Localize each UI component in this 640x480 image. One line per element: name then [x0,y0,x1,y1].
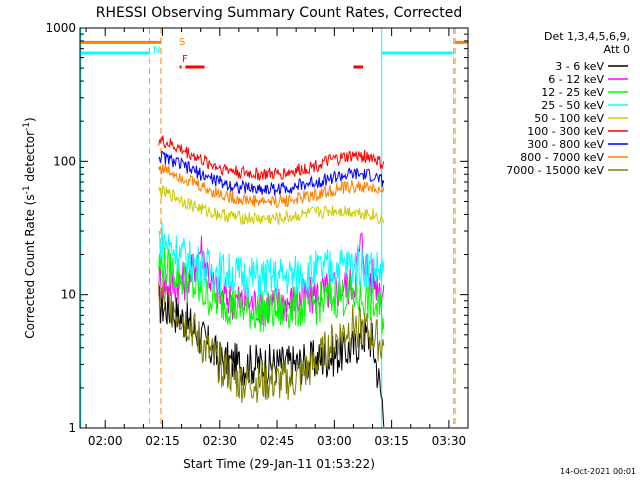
y-tick-label: 1 [68,421,76,435]
footer-date: 14-Oct-2021 00:01 [560,467,636,476]
series-line [158,163,385,209]
legend-label: 300 - 800 keV [527,138,604,151]
marker-n: N [153,45,160,56]
marker-s: S [179,37,185,48]
legend-label: 100 - 300 keV [527,125,604,138]
plot-frame [79,27,469,429]
legend-label: 800 - 7000 keV [520,151,604,164]
legend-header-2: Att 0 [604,43,630,56]
y-tick-label: 10 [61,288,76,302]
x-ticks: 02:00 02:15 02:30 02:45 03:00 03:15 03:30 [85,28,469,448]
series-line [158,222,385,298]
y-axis-label: Corrected Count Rate (s-1 detector-1) [22,117,37,338]
x-tick-label: 02:45 [260,434,295,448]
legend-label: 6 - 12 keV [548,73,604,86]
series-line [158,150,385,196]
series-line [158,247,385,334]
series-line [158,282,385,403]
x-tick-label: 03:15 [374,434,409,448]
x-tick-label: 02:15 [145,434,180,448]
series-line [158,285,385,427]
x-axis-label: Start Time (29-Jan-11 01:53:22) [183,457,375,471]
legend-header-1: Det 1,3,4,5,6,9, [544,30,630,43]
x-tick-label: 03:00 [317,434,352,448]
x-tick-label: 02:00 [88,434,123,448]
marker-f: F [182,54,188,65]
legend-label: 3 - 6 keV [555,60,604,73]
legend-label: 12 - 25 keV [541,86,604,99]
x-tick-label: 03:30 [432,434,467,448]
plot-area [80,28,468,428]
legend-label: 50 - 100 keV [534,112,604,125]
y-ticks: 1 10 100 1000 [45,21,468,435]
y-tick-label: 100 [53,154,76,168]
legend-label: 7000 - 15000 keV [506,164,604,177]
series-line [158,184,385,227]
chart-title: RHESSI Observing Summary Count Rates, Co… [96,5,462,21]
y-tick-label: 1000 [45,21,76,35]
legend-label: 25 - 50 keV [541,99,604,112]
x-tick-label: 02:30 [202,434,237,448]
series-line [158,135,385,182]
